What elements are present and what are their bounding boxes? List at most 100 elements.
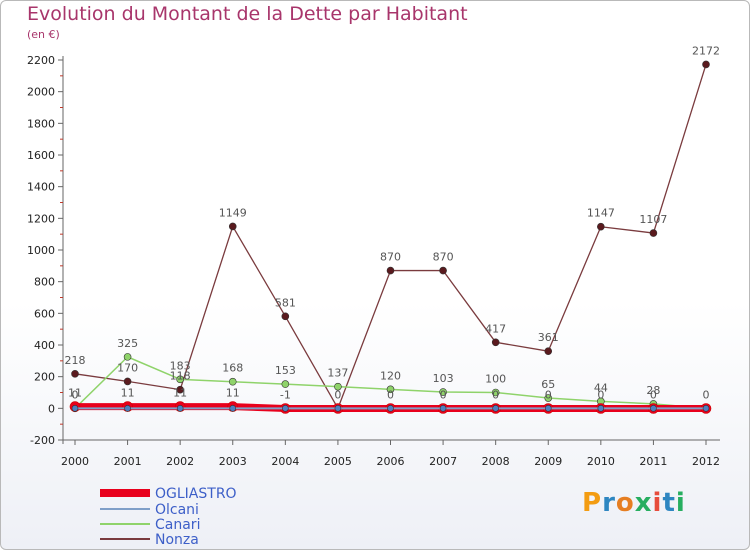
data-point [71, 370, 79, 378]
chart-subtitle: (en €) [27, 28, 60, 41]
data-point [597, 405, 605, 412]
data-point [387, 405, 394, 412]
data-point [702, 405, 710, 412]
data-point [124, 405, 131, 412]
data-label: 137 [327, 367, 348, 380]
x-tick-label: 2012 [692, 455, 720, 468]
data-label: 44 [594, 381, 608, 394]
data-point [229, 405, 237, 412]
x-tick-label: 2008 [482, 455, 510, 468]
data-label: 1107 [639, 213, 667, 226]
data-label: 103 [433, 372, 454, 385]
data-label: 11 [226, 387, 240, 400]
y-tick-label: 600 [34, 307, 55, 320]
data-point [282, 405, 289, 412]
data-label: 0 [334, 388, 341, 401]
data-point [71, 405, 79, 412]
data-label: 218 [65, 354, 86, 367]
data-label: 0 [72, 388, 79, 401]
y-tick-label: -200 [30, 434, 55, 447]
chart-title: Evolution du Montant de la Dette par Hab… [27, 3, 468, 25]
y-tick-label: 1600 [27, 149, 55, 162]
data-point [597, 222, 605, 231]
x-tick-label: 2009 [534, 455, 562, 468]
data-point [439, 266, 447, 275]
x-tick-label: 2011 [639, 455, 667, 468]
x-tick-label: 2005 [324, 455, 352, 468]
logo-letter: i [652, 488, 663, 518]
data-point [334, 405, 342, 412]
data-label: 120 [380, 369, 401, 382]
data-point [544, 347, 553, 355]
data-label: 361 [538, 331, 559, 344]
data-label: 0 [650, 388, 657, 401]
data-point [491, 338, 500, 347]
logo-letter: t [662, 488, 676, 518]
data-point [228, 222, 237, 231]
proxiti-logo: Proxiti [582, 488, 686, 518]
y-tick-label: 2000 [27, 86, 55, 99]
data-point [123, 353, 132, 361]
data-label: 0 [387, 388, 394, 401]
y-tick-label: 1400 [27, 181, 55, 194]
y-tick-label: 1800 [27, 117, 55, 130]
legend-label: Canari [155, 517, 200, 533]
data-label: 2172 [692, 44, 720, 57]
x-tick-label: 2004 [271, 455, 299, 468]
data-label: 170 [117, 361, 138, 374]
y-tick-label: 400 [34, 339, 55, 352]
logo-letter: r [602, 488, 616, 518]
legend-label: Olcani [155, 502, 199, 518]
data-point [544, 405, 552, 412]
legend-label: OGLIASTRO [155, 486, 237, 502]
data-label: 0 [492, 388, 499, 401]
y-tick-label: 0 [48, 402, 55, 415]
data-label: 100 [485, 373, 506, 386]
x-tick-label: 2002 [166, 455, 194, 468]
data-label: -1 [280, 388, 291, 401]
logo-letter: o [615, 488, 635, 518]
y-tick-label: 1000 [27, 244, 55, 257]
legend-label: Nonza [155, 532, 199, 548]
data-point [334, 382, 342, 391]
data-point [123, 377, 132, 386]
data-label: 168 [222, 362, 243, 375]
data-point [176, 385, 184, 394]
data-point [176, 375, 184, 384]
data-label: 417 [485, 322, 506, 335]
x-tick-label: 2001 [114, 455, 142, 468]
data-label: 325 [117, 337, 138, 350]
data-label: 0 [597, 388, 604, 401]
data-point [492, 405, 499, 412]
data-label: 118 [170, 370, 191, 383]
data-point [439, 388, 447, 396]
data-point [386, 266, 395, 275]
x-tick-label: 2003 [219, 455, 247, 468]
data-point [386, 385, 395, 394]
data-label: 28 [646, 384, 660, 397]
data-label: 65 [541, 378, 555, 391]
data-label: 1147 [587, 207, 615, 220]
data-point [176, 405, 184, 412]
data-label: 1149 [219, 206, 247, 219]
x-tick-label: 2010 [587, 455, 615, 468]
y-tick-label: 2200 [27, 54, 55, 67]
x-tick-label: 2006 [377, 455, 405, 468]
series-line [74, 64, 707, 409]
axes: -200020040060080010001200140016001800200… [27, 54, 720, 468]
series-lines [69, 60, 712, 414]
data-label: 0 [440, 388, 447, 401]
data-label: 581 [275, 296, 296, 309]
data-label: 0 [703, 388, 710, 401]
data-point [491, 388, 500, 397]
data-point [649, 229, 658, 237]
x-tick-label: 2000 [61, 455, 89, 468]
data-labels: 11 11 11 11 -1 0 0 0 0 0 0 0 0 0 325 183 168 153 137 120 103… [65, 44, 721, 401]
data-label: 11 [121, 387, 135, 400]
y-tick-label: 1200 [27, 212, 55, 225]
data-label: 870 [380, 251, 401, 264]
y-tick-label: 800 [34, 276, 55, 289]
logo-letter: i [675, 488, 686, 518]
